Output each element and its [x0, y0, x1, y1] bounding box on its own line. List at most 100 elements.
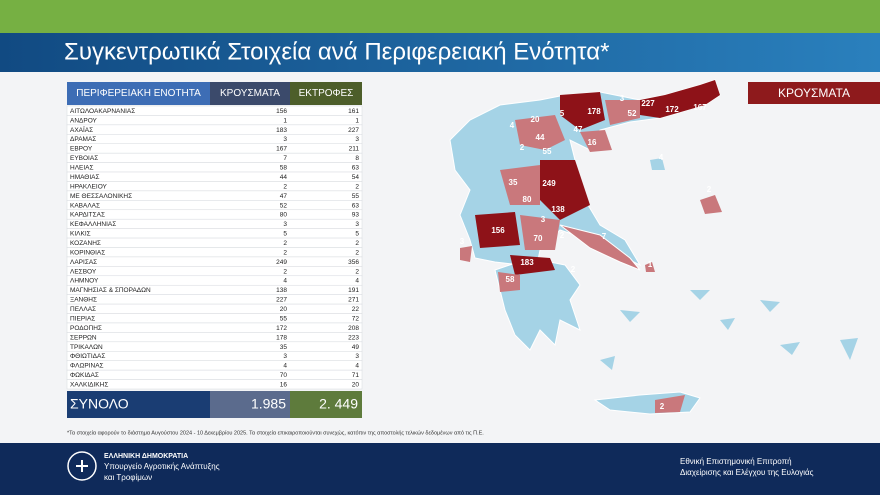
map-label: 4: [659, 153, 664, 162]
cell-farms: 71: [352, 372, 360, 379]
cell-farms: 2: [355, 240, 359, 247]
map-label: 1: [648, 260, 653, 269]
map-label: 2: [560, 231, 565, 240]
cell-cases: 3: [283, 136, 287, 143]
cell-farms: 22: [352, 306, 360, 313]
cell-name: ΦΩΚΙΔΑΣ: [70, 372, 99, 379]
cell-cases: 58: [280, 165, 288, 172]
cell-farms: 63: [352, 202, 360, 209]
cell-name: ΕΒΡΟΥ: [70, 146, 93, 153]
cell-farms: 208: [348, 325, 359, 332]
cell-cases: 7: [283, 155, 287, 162]
map-label: 5: [560, 109, 565, 118]
cell-cases: 2: [283, 249, 287, 256]
cell-cases: 3: [283, 353, 287, 360]
table-row: [66, 351, 363, 361]
cell-farms: 8: [355, 155, 359, 162]
footer-left: και Τροφίμων: [104, 473, 152, 482]
total-cell: [210, 391, 290, 418]
table-row: [66, 332, 363, 343]
map-label: 249: [542, 179, 556, 188]
region-dark: [560, 92, 605, 130]
cell-farms: 54: [352, 174, 360, 181]
cell-name: ΦΛΩΡΙΝΑΣ: [70, 363, 104, 370]
emblem: [67, 451, 97, 481]
map-label: 20: [531, 115, 540, 124]
cell-name: ΑΝΔΡΟΥ: [70, 117, 98, 124]
table-header: ΠΕΡΙΦΕΡΕΙΑΚΗ ΕΝΟΤΗΤΑ: [76, 88, 201, 99]
map-label: 80: [523, 195, 532, 204]
region: [605, 100, 640, 125]
region: [515, 115, 565, 150]
cell-name: ΚΑΡΔΙΤΣΑΣ: [70, 212, 105, 219]
map-label: 3: [460, 237, 465, 246]
cell-farms: 211: [349, 146, 360, 153]
table-row: [66, 341, 363, 352]
cell-farms: 3: [355, 353, 359, 360]
cell-cases: 178: [276, 334, 287, 341]
cell-name: ΚΑΒΑΛΑΣ: [70, 202, 100, 209]
cell-name: ΑΙΤΩΛΟΑΚΑΡΝΑΝΙΑΣ: [70, 108, 135, 115]
cell-cases: 138: [276, 287, 287, 294]
cell-cases: 52: [280, 202, 288, 209]
island: [460, 246, 472, 262]
cell-cases: 5: [283, 231, 287, 238]
cell-name: ΔΡΑΜΑΣ: [70, 136, 96, 143]
map-label: 167: [693, 103, 707, 112]
cell-cases: 3: [283, 221, 287, 228]
cell-name: ΚΟΡΙΝΘΙΑΣ: [70, 249, 105, 256]
cell-cases: 44: [280, 174, 288, 181]
cell-farms: 191: [348, 287, 359, 294]
cell-cases: 172: [276, 325, 287, 332]
cell-cases: 20: [280, 306, 288, 313]
table-row: [66, 171, 363, 182]
map-label: 2: [660, 402, 665, 411]
cell-farms: 55: [352, 193, 360, 200]
cell-farms: 1: [355, 117, 359, 124]
cell-farms: 20: [352, 382, 360, 389]
table-row: [66, 294, 363, 305]
region-dark: [475, 212, 520, 248]
map-label: 156: [491, 226, 505, 235]
region-dark: [640, 80, 720, 118]
cell-cases: 249: [276, 259, 287, 266]
cell-name: ΑΧΑΪΑΣ: [70, 126, 93, 134]
cell-cases: 80: [280, 212, 288, 219]
cell-cases: 183: [276, 127, 287, 134]
table-row: [66, 303, 363, 314]
cell-name: ΗΜΑΘΙΑΣ: [70, 174, 100, 181]
table-header-cell: [210, 82, 290, 105]
footer: [0, 443, 880, 495]
cell-farms: 4: [355, 363, 359, 370]
euboea: [559, 224, 641, 271]
footer-left: ΕΛΛΗΝΙΚΗ ΔΗΜΟΚΡΑΤΙΑ: [104, 453, 188, 460]
cell-name: ΛΗΜΝΟΥ: [70, 278, 99, 285]
cell-farms: 5: [355, 231, 359, 238]
cell-name: ΛΕΣΒΟΥ: [70, 268, 97, 275]
table-row: [66, 115, 363, 126]
island: [700, 195, 722, 214]
table-row: [66, 313, 363, 324]
map-label: 2: [520, 143, 525, 152]
table-row: [66, 134, 363, 144]
table-row: [66, 256, 363, 267]
region: [498, 272, 520, 292]
table-row: [66, 152, 363, 163]
table-row: [66, 237, 363, 248]
title: Συγκεντρωτικά Στοιχεία ανά Περιφερειακή …: [64, 38, 609, 65]
total-cell: [67, 391, 210, 418]
cell-cases: 47: [280, 193, 288, 200]
footer-right: Διαχείρισης και Ελέγχου της Ευλογιάς: [680, 468, 814, 477]
cell-name: ΜΕ ΘΕΣΣΑΛΟΝΙΚΗΣ: [70, 193, 132, 200]
table-row: [66, 275, 363, 286]
cell-farms: 72: [352, 315, 360, 322]
cell-name: ΡΟΔΟΠΗΣ: [70, 325, 102, 332]
map-label: 227: [641, 99, 655, 108]
table-row: [66, 266, 363, 277]
table-header-cell: [67, 82, 210, 105]
cell-cases: 4: [283, 363, 287, 370]
cell-farms: 4: [355, 278, 359, 285]
map-label: 47: [574, 125, 583, 134]
footnote: *Τα στοιχεία αφορούν το διάστημα Αυγούστ…: [67, 429, 484, 436]
cell-name: ΚΕΦΑΛΛΗΝΙΑΣ: [70, 221, 116, 228]
